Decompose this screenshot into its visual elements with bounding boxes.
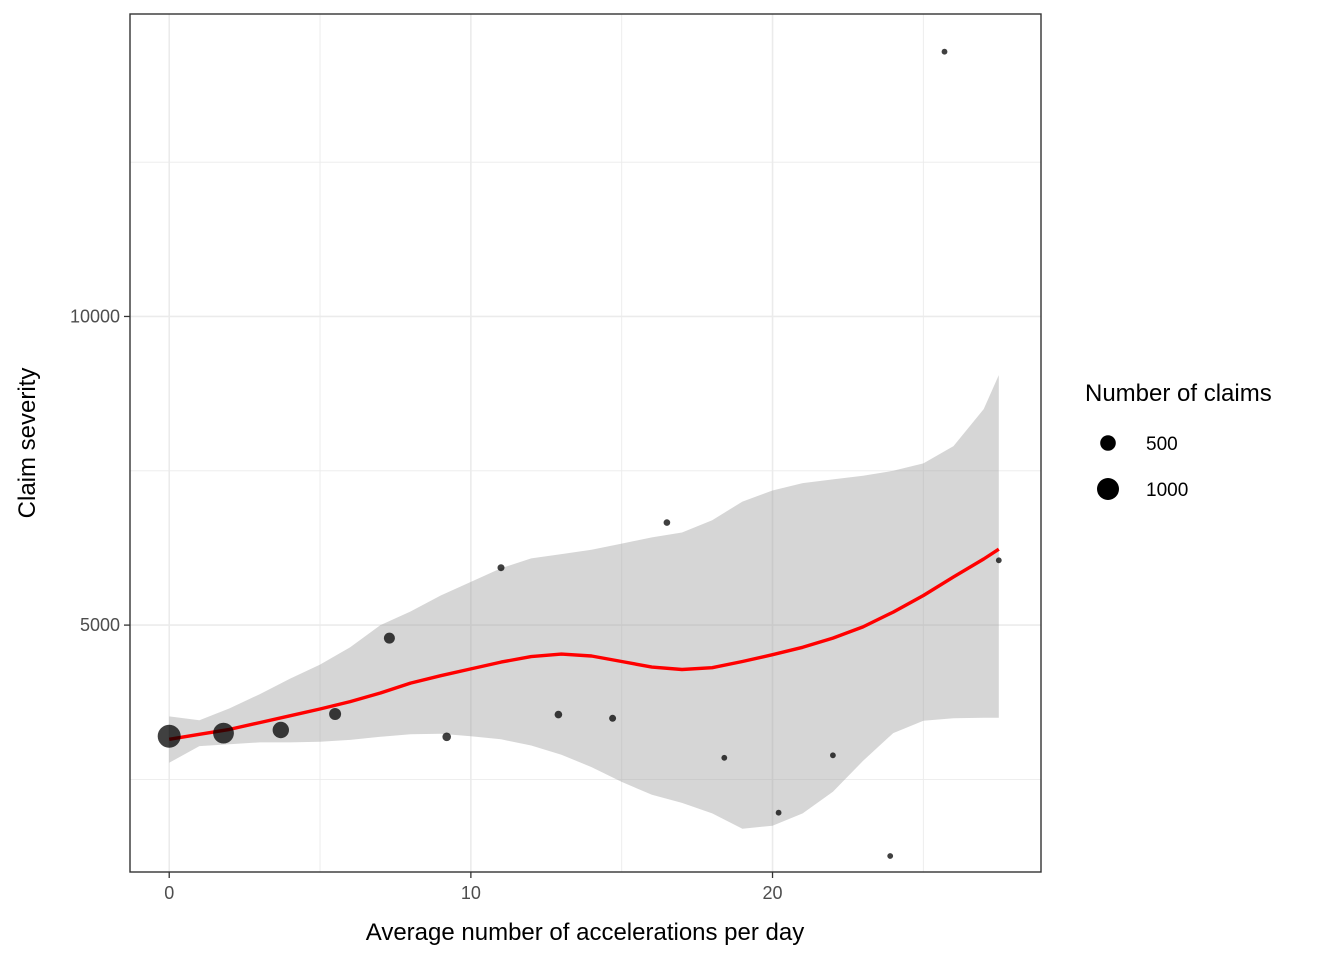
data-point (329, 708, 342, 720)
legend: Number of claims 500 1000 (1085, 380, 1272, 501)
x-axis-ticks: 0 10 20 (164, 872, 783, 903)
data-point (497, 564, 505, 572)
y-tick-label: 5000 (80, 615, 120, 635)
confidence-band (169, 375, 999, 829)
confidence-band-area (169, 375, 999, 829)
y-tick-label: 10000 (70, 306, 120, 326)
legend-key (1100, 435, 1116, 451)
data-point (213, 722, 234, 744)
data-point (272, 721, 289, 739)
x-tick-label: 20 (763, 883, 783, 903)
data-point (383, 632, 395, 644)
data-point (995, 557, 1002, 564)
x-tick-label: 0 (164, 883, 174, 903)
data-point (830, 752, 836, 759)
x-tick-label: 10 (461, 883, 481, 903)
legend-label: 1000 (1146, 480, 1188, 501)
smooth-line-path (168, 547, 1000, 741)
data-point (887, 853, 894, 859)
y-axis-ticks: 5000 10000 (70, 306, 130, 635)
data-point (721, 754, 728, 761)
data-point (775, 809, 782, 816)
data-point (609, 714, 617, 722)
data-point (442, 732, 452, 742)
legend-label: 500 (1146, 434, 1178, 455)
smooth-line (168, 547, 1000, 741)
grid-minor (130, 14, 1041, 872)
data-point (554, 710, 563, 719)
x-axis-title: Average number of accelerations per day (366, 919, 804, 946)
plot-border (129, 13, 1042, 873)
data-point (157, 724, 181, 748)
points-layer (157, 48, 1002, 859)
legend-key (1097, 478, 1119, 500)
legend-title: Number of claims (1085, 380, 1272, 407)
legend-entries: 500 1000 (1097, 434, 1188, 501)
data-point (941, 48, 948, 55)
y-axis-title: Claim severity (14, 368, 41, 519)
data-point (663, 519, 671, 526)
